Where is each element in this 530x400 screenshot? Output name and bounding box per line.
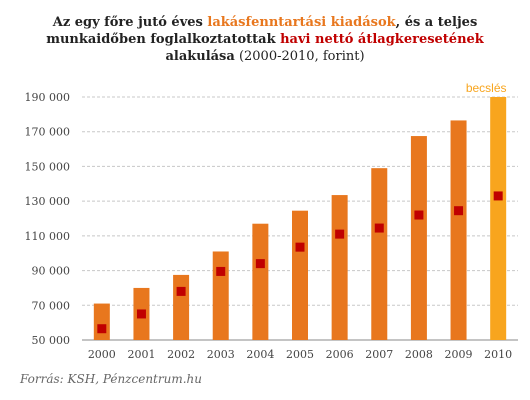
marker-point bbox=[454, 206, 464, 216]
x-tick-label: 2005 bbox=[286, 348, 314, 361]
marker-point bbox=[493, 191, 503, 201]
x-tick-label: 2010 bbox=[484, 348, 512, 361]
marker-point bbox=[255, 259, 265, 269]
bar bbox=[173, 274, 190, 340]
x-tick-label: 2003 bbox=[207, 348, 235, 361]
title-part-2-highlight-orange: lakásfenntartási kiadások bbox=[207, 15, 396, 30]
marker-point bbox=[176, 286, 186, 296]
bar bbox=[212, 251, 229, 340]
marker-point bbox=[136, 309, 146, 319]
y-tick-label: 90 000 bbox=[32, 265, 71, 278]
bar bbox=[410, 136, 427, 340]
x-tick-label: 2000 bbox=[88, 348, 116, 361]
marker-point bbox=[414, 210, 424, 220]
x-tick-label: 2009 bbox=[445, 348, 473, 361]
y-tick-label: 110 000 bbox=[25, 230, 71, 243]
x-tick-label: 2002 bbox=[167, 348, 195, 361]
marker-point bbox=[374, 223, 384, 233]
marker-point bbox=[335, 229, 345, 239]
x-tick-label: 2007 bbox=[365, 348, 393, 361]
x-tick-label: 2004 bbox=[246, 348, 274, 361]
bar bbox=[371, 168, 388, 340]
y-tick-label: 170 000 bbox=[25, 126, 71, 139]
marker-point bbox=[295, 242, 305, 252]
title-part-3: , és a teljes bbox=[395, 15, 478, 30]
marker-point bbox=[97, 324, 107, 334]
x-tick-label: 2008 bbox=[405, 348, 433, 361]
bar bbox=[331, 195, 348, 340]
bar bbox=[93, 303, 110, 340]
title-part-5-highlight-red: havi nettó átlagkeresetének bbox=[280, 32, 484, 47]
bar bbox=[252, 223, 269, 340]
title-part-4: munkaidőben foglalkoztatottak bbox=[46, 32, 281, 47]
bar bbox=[490, 97, 507, 340]
marker-point bbox=[216, 266, 226, 276]
bar bbox=[292, 210, 308, 340]
title-part-6: alakulása bbox=[165, 49, 235, 64]
x-tick-label: 2001 bbox=[127, 348, 155, 361]
y-tick-label: 50 000 bbox=[32, 334, 71, 347]
y-tick-label: 150 000 bbox=[25, 160, 71, 173]
chart-title: Az egy főre jutó éves lakásfenntartási k… bbox=[0, 14, 530, 65]
title-part-1: Az egy főre jutó éves bbox=[52, 15, 208, 30]
y-tick-label: 70 000 bbox=[32, 299, 71, 312]
y-tick-label: 190 000 bbox=[25, 91, 71, 104]
y-tick-label: 130 000 bbox=[25, 195, 71, 208]
title-part-7: (2000-2010, forint) bbox=[234, 49, 365, 64]
x-tick-label: 2006 bbox=[326, 348, 354, 361]
estimate-label: becslés bbox=[466, 81, 507, 95]
bar bbox=[450, 120, 467, 340]
source-note: Forrás: KSH, Pénzcentrum.hu bbox=[20, 372, 202, 386]
